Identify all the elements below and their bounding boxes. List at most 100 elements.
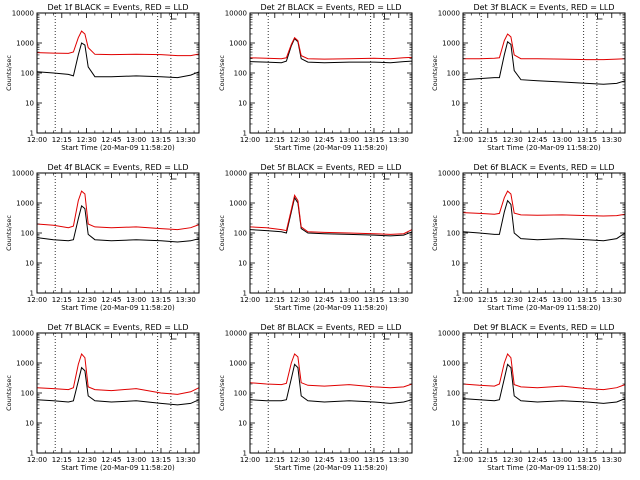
x-tick-label: 12:00 (453, 456, 473, 464)
x-tick-label: 12:45 (101, 296, 121, 304)
x-tick-label: 13:00 (339, 296, 359, 304)
x-tick-label: 13:30 (602, 136, 622, 144)
y-tick-label: 100 (447, 230, 460, 238)
series-line-lld (462, 190, 626, 217)
x-tick-label: 12:45 (314, 456, 334, 464)
y-tick-label: 100 (21, 390, 34, 398)
x-tick-label: 12:00 (27, 296, 47, 304)
chart-title: Det 5f BLACK = Events, RED = LLD (260, 163, 401, 172)
y-tick-label: 1 (456, 130, 460, 138)
corner-marker (597, 13, 603, 20)
x-tick-label: 13:30 (389, 456, 409, 464)
y-tick-label: 1 (30, 290, 34, 298)
x-tick-label: 12:30 (502, 296, 522, 304)
y-tick-label: 10 (451, 260, 460, 268)
series-line-lld (36, 30, 200, 57)
y-tick-label: 10000 (12, 10, 34, 18)
x-tick-label: 13:00 (552, 136, 572, 144)
x-tick-label: 12:30 (502, 136, 522, 144)
x-axis-label: Start Time (20-Mar-09 11:58:20) (487, 304, 601, 312)
x-tick-label: 13:30 (389, 296, 409, 304)
x-tick-label: 12:30 (502, 456, 522, 464)
y-axis-label: Counts/sec (5, 375, 13, 411)
y-tick-label: 1000 (442, 360, 460, 368)
x-axis-label: Start Time (20-Mar-09 11:58:20) (274, 144, 388, 152)
x-tick-label: 13:00 (126, 136, 146, 144)
y-tick-label: 1000 (16, 40, 34, 48)
x-tick-label: 12:45 (527, 136, 547, 144)
plot-frame (249, 12, 413, 134)
x-tick-label: 12:15 (265, 136, 285, 144)
x-tick-label: 12:00 (240, 296, 260, 304)
x-tick-label: 12:45 (527, 296, 547, 304)
x-tick-label: 13:15 (364, 456, 384, 464)
x-tick-label: 12:00 (27, 456, 47, 464)
y-tick-label: 10000 (225, 330, 247, 338)
series-line-events (36, 42, 200, 79)
corner-marker (171, 173, 177, 180)
x-tick-label: 13:15 (577, 296, 597, 304)
chart-title: Det 4f BLACK = Events, RED = LLD (47, 163, 188, 172)
x-tick-label: 13:00 (126, 456, 146, 464)
x-tick-label: 12:30 (289, 456, 309, 464)
y-tick-label: 10 (238, 260, 247, 268)
plot-frame (462, 172, 626, 294)
x-tick-label: 12:00 (453, 296, 473, 304)
series-line-lld (249, 194, 413, 235)
y-axis-label: Counts/sec (5, 215, 13, 251)
x-tick-label: 12:30 (289, 296, 309, 304)
corner-marker (597, 333, 603, 340)
y-tick-label: 10 (25, 260, 34, 268)
y-tick-label: 10 (238, 100, 247, 108)
chart-title: Det 6f BLACK = Events, RED = LLD (473, 163, 614, 172)
y-tick-label: 1 (30, 450, 34, 458)
y-tick-label: 1000 (229, 360, 247, 368)
x-tick-label: 13:15 (151, 456, 171, 464)
y-tick-label: 100 (447, 70, 460, 78)
chart-panel: Det 7f BLACK = Events, RED = LLD Counts/s… (5, 323, 200, 472)
y-tick-label: 100 (21, 70, 34, 78)
x-tick-label: 13:00 (339, 136, 359, 144)
x-tick-label: 13:30 (176, 456, 196, 464)
series-line-events (462, 363, 626, 404)
y-tick-label: 10 (25, 100, 34, 108)
series-line-lld (36, 353, 200, 395)
corner-marker (384, 333, 390, 340)
x-tick-label: 12:00 (27, 136, 47, 144)
y-tick-label: 1 (243, 290, 247, 298)
y-tick-label: 10000 (438, 170, 460, 178)
y-tick-label: 100 (21, 230, 34, 238)
y-tick-label: 1000 (229, 200, 247, 208)
series-line-lld (249, 36, 413, 60)
x-tick-label: 13:30 (176, 136, 196, 144)
x-tick-label: 12:15 (52, 296, 72, 304)
x-tick-label: 12:15 (478, 136, 498, 144)
y-axis-label: Counts/sec (5, 55, 13, 91)
x-tick-label: 12:30 (289, 136, 309, 144)
y-tick-label: 10 (451, 420, 460, 428)
x-tick-label: 13:30 (602, 296, 622, 304)
x-tick-label: 12:15 (265, 296, 285, 304)
y-tick-label: 1 (30, 130, 34, 138)
y-tick-label: 1000 (229, 40, 247, 48)
y-tick-label: 1000 (16, 360, 34, 368)
x-tick-label: 13:15 (577, 136, 597, 144)
series-line-lld (36, 190, 200, 231)
y-tick-label: 1 (456, 290, 460, 298)
x-tick-label: 12:45 (101, 456, 121, 464)
y-tick-label: 1000 (442, 40, 460, 48)
chart-panel: Det 4f BLACK = Events, RED = LLD Counts/s… (5, 163, 200, 312)
x-tick-label: 12:15 (478, 456, 498, 464)
series-line-lld (249, 353, 413, 389)
corner-marker (171, 333, 177, 340)
x-axis-label: Start Time (20-Mar-09 11:58:20) (487, 144, 601, 152)
series-line-lld (463, 33, 626, 61)
y-tick-label: 1000 (16, 200, 34, 208)
y-tick-label: 10000 (225, 170, 247, 178)
series-line-events (249, 196, 413, 237)
x-tick-label: 12:30 (76, 296, 96, 304)
x-axis-label: Start Time (20-Mar-09 11:58:20) (487, 464, 601, 472)
chart-title: Det 2f BLACK = Events, RED = LLD (260, 3, 401, 12)
x-tick-label: 13:15 (151, 136, 171, 144)
x-axis-label: Start Time (20-Mar-09 11:58:20) (274, 464, 388, 472)
